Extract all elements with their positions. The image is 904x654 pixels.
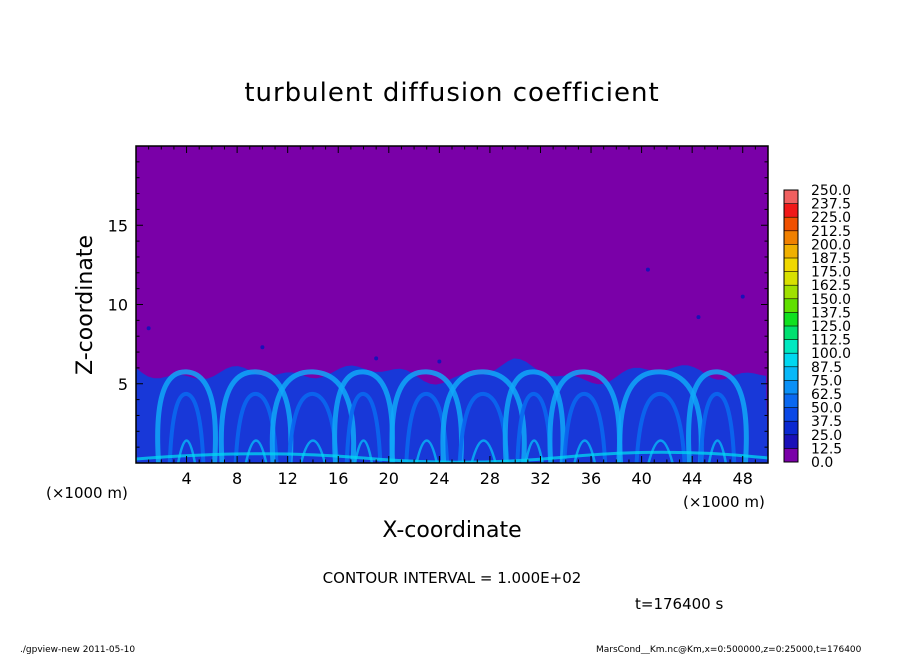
plume-core — [353, 439, 374, 463]
footer-left: ./gpview-new 2011-05-10 — [20, 645, 135, 654]
eddy-blob — [437, 359, 442, 364]
colorbar-swatch — [784, 434, 798, 449]
colorbar: 0.012.525.037.550.062.575.087.5100.0112.… — [783, 183, 851, 471]
plot-area — [135, 145, 769, 464]
plume-inner-arc — [634, 391, 687, 463]
y-tick-label: 15 — [108, 216, 128, 235]
eddy-blob — [645, 267, 650, 272]
x-tick-label: 36 — [581, 469, 601, 488]
plume-arc — [547, 369, 622, 463]
colorbar-label: 62.5 — [811, 387, 842, 403]
colorbar-label: 162.5 — [811, 278, 851, 294]
plume-core — [524, 439, 544, 463]
colorbar-label: 12.5 — [811, 441, 842, 457]
x-tick-label: 24 — [429, 469, 449, 488]
plume-core — [470, 439, 497, 463]
plume-core — [415, 439, 439, 463]
colorbar-label: 212.5 — [811, 224, 851, 240]
x-axis-label: X-coordinate — [382, 518, 521, 543]
plume-arc — [502, 369, 566, 463]
x-tick-label: 48 — [733, 469, 753, 488]
colorbar-label: 187.5 — [811, 251, 851, 267]
plume-arc — [617, 369, 704, 463]
colorbar-label: 175.0 — [811, 265, 851, 281]
colorbar-swatch — [784, 298, 798, 313]
chart-title: turbulent diffusion coefficient — [244, 78, 659, 108]
colorbar-swatch — [784, 421, 798, 436]
colorbar-label: 112.5 — [811, 333, 851, 349]
colorbar-swatch — [784, 394, 798, 408]
y-axis: 5 10 15 — [108, 161, 768, 448]
y-tick-label: 5 — [118, 375, 128, 394]
colorbar-swatch — [784, 285, 798, 300]
y-unit-label: (×1000 m) — [46, 484, 128, 502]
x-unit-label: (×1000 m) — [683, 493, 765, 511]
colorbar-label: 150.0 — [811, 292, 851, 308]
x-tick-label: 40 — [631, 469, 651, 488]
eddy-blob — [740, 294, 745, 299]
x-tick-label: 32 — [530, 469, 550, 488]
colorbar-swatch — [784, 230, 798, 245]
colorbar-label: 200.0 — [811, 237, 851, 253]
colorbar-label: 87.5 — [811, 360, 842, 376]
colorbar-label: 0.0 — [811, 455, 833, 471]
colorbar-swatch — [784, 366, 798, 381]
eddy-blob — [146, 326, 151, 331]
footer-right: MarsCond__Km.nc@Km,x=0:500000,z=0:25000,… — [596, 645, 862, 654]
x-axis: 4 8 12 16 20 24 28 32 36 40 44 48 — [148, 146, 756, 488]
colorbar-label: 137.5 — [811, 305, 851, 321]
plume-core — [244, 439, 268, 463]
colorbar-label: 100.0 — [811, 346, 851, 362]
colorbar-swatch — [784, 353, 798, 368]
colorbar-swatch — [784, 203, 798, 218]
plume-arc — [218, 369, 294, 463]
colorbar-label: 125.0 — [811, 319, 851, 335]
turbulent-field — [136, 267, 768, 463]
x-tick-label: 20 — [379, 469, 399, 488]
eddy-blob — [696, 315, 701, 320]
plume-inner-arc — [167, 391, 206, 463]
contour-interval: CONTOUR INTERVAL = 1.000E+02 — [323, 569, 582, 587]
time-label: t=176400 s — [635, 595, 723, 613]
colorbar-label: 75.0 — [811, 373, 842, 389]
colorbar-swatch — [784, 244, 798, 259]
plume-arc — [686, 369, 749, 463]
x-tick-label: 4 — [181, 469, 191, 488]
colorbar-swatch — [784, 312, 798, 327]
x-tick-label: 28 — [480, 469, 500, 488]
colorbar-swatch — [784, 380, 798, 395]
x-tick-label: 8 — [232, 469, 242, 488]
plume-core — [647, 439, 674, 463]
plume-inner-arc — [562, 391, 608, 463]
colorbar-label: 237.5 — [811, 197, 851, 213]
x-tick-label: 44 — [682, 469, 702, 488]
colorbar-swatch — [784, 448, 798, 463]
colorbar-swatch — [784, 407, 798, 422]
x-tick-label: 12 — [278, 469, 298, 488]
plume-arc — [389, 369, 464, 463]
plume-inner-arc — [698, 391, 737, 463]
colorbar-swatch — [784, 271, 798, 286]
colorbar-label: 25.0 — [811, 428, 842, 444]
colorbar-label: 250.0 — [811, 183, 851, 199]
plume-arc — [155, 369, 218, 463]
colorbar-label: 225.0 — [811, 210, 851, 226]
colorbar-swatch — [784, 190, 798, 204]
y-axis-label: Z-coordinate — [73, 235, 98, 375]
colorbar-swatch — [784, 217, 798, 232]
colorbar-swatch — [784, 326, 798, 340]
eddy-blob — [374, 356, 379, 361]
x-tick-label: 16 — [328, 469, 348, 488]
colorbar-swatch — [784, 258, 798, 272]
plume-inner-arc — [344, 391, 383, 463]
colorbar-label: 37.5 — [811, 414, 842, 430]
eddy-blob — [260, 345, 265, 350]
y-tick-label: 10 — [108, 296, 128, 315]
colorbar-label: 50.0 — [811, 401, 842, 417]
colorbar-swatch — [784, 339, 798, 354]
